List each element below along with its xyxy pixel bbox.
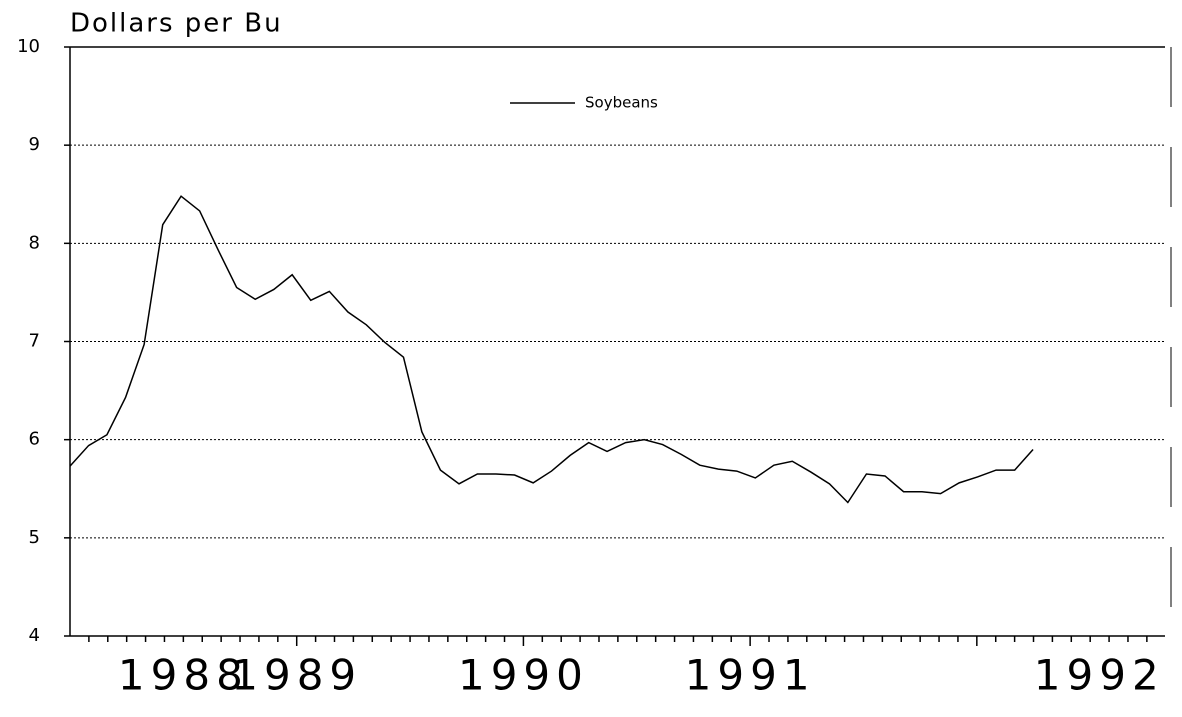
x-tick-label: 1990 (458, 651, 589, 700)
y-tick-label: 4 (29, 625, 40, 646)
y-tick-label: 8 (29, 232, 40, 253)
y-tick-label: 7 (29, 331, 40, 352)
y-tick-label: 6 (29, 429, 40, 450)
x-tick-label: 1989 (231, 651, 362, 700)
series-line (69, 195, 1034, 504)
x-tick-label: 1991 (685, 651, 816, 700)
y-tick-label: 10 (17, 36, 40, 57)
y-tick-label: 5 (29, 527, 40, 548)
y-tick-label: 9 (29, 134, 40, 155)
x-tick-label: 1988 (118, 651, 249, 700)
legend-label: Soybeans (585, 94, 658, 112)
x-tick-label: 1992 (1034, 651, 1165, 700)
chart-title: Dollars per Bu (70, 9, 283, 39)
